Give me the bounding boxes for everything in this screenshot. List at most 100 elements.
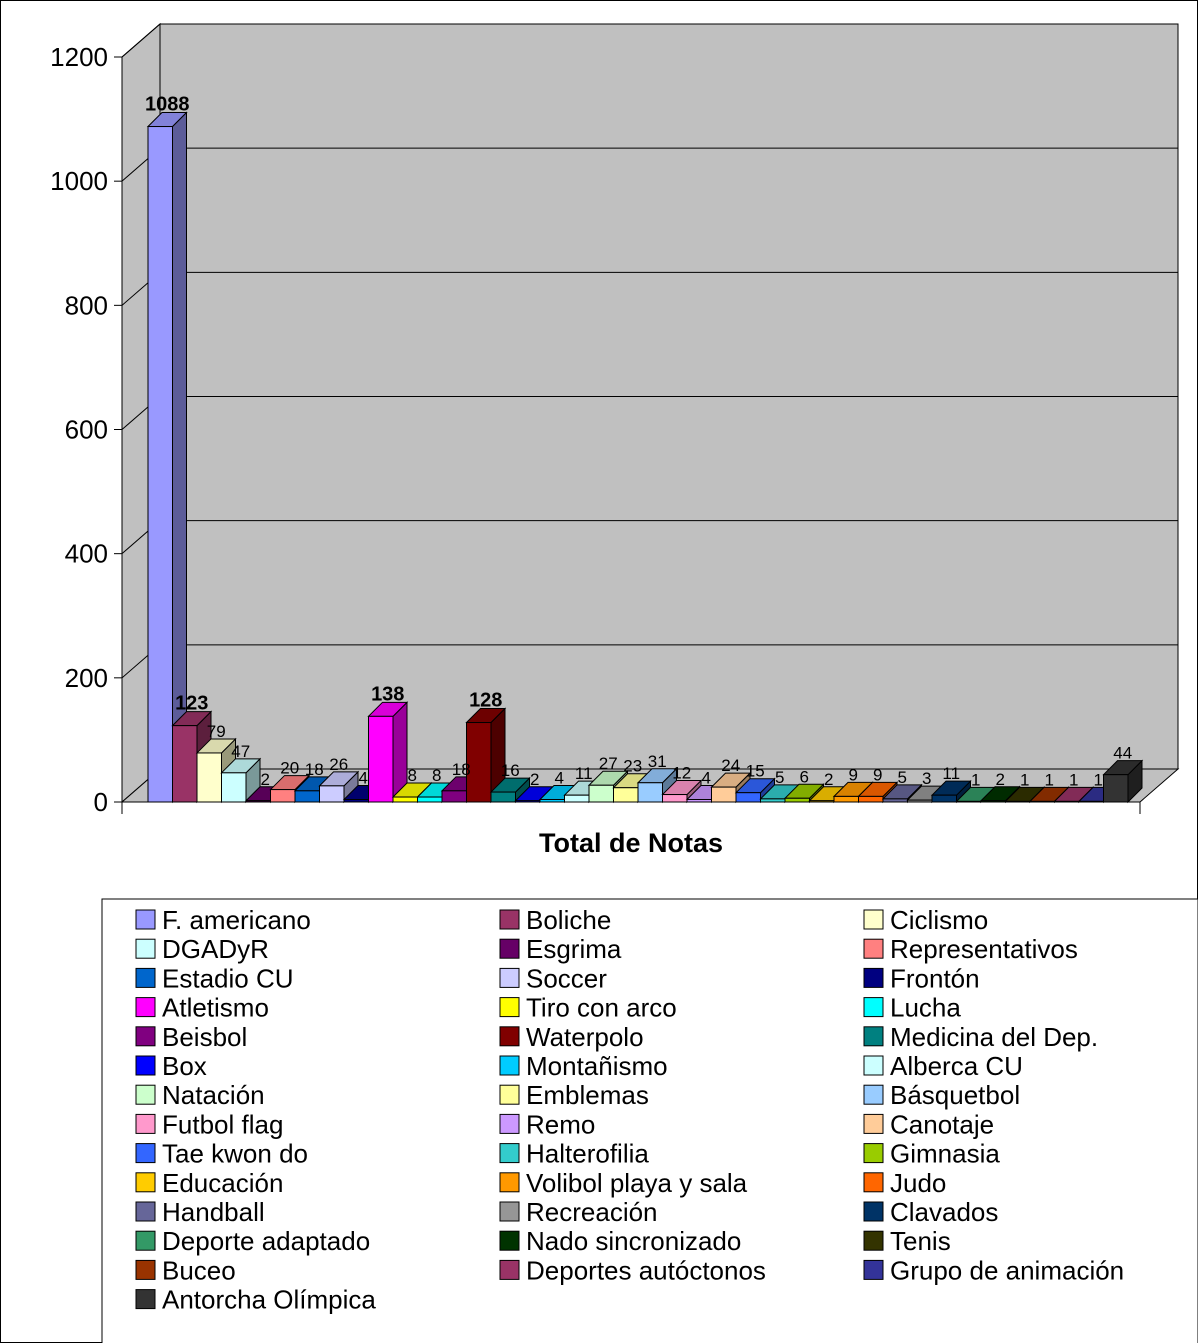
y-tick-label: 0	[94, 787, 108, 817]
legend-swatch	[135, 1113, 156, 1134]
legend-item: Frontón	[863, 963, 980, 993]
data-label: 128	[469, 690, 502, 712]
legend-item: Tenis	[863, 1226, 951, 1256]
data-label: 18	[452, 760, 471, 779]
legend-swatch	[863, 1259, 884, 1280]
y-tick-label: 400	[65, 539, 108, 569]
data-label: 47	[231, 742, 250, 761]
legend-item: Beisbol	[135, 1022, 247, 1052]
bar	[367, 701, 409, 804]
legend-label: Deporte adaptado	[162, 1226, 370, 1256]
legend-label: Waterpolo	[526, 1022, 644, 1052]
legend-swatch	[863, 1055, 884, 1076]
legend-box	[101, 898, 1198, 1343]
legend-item: Gimnasia	[863, 1139, 1000, 1169]
data-label: 5	[898, 768, 907, 787]
legend-item: Remo	[499, 1109, 595, 1139]
legend-label: Atletismo	[162, 993, 269, 1023]
bar	[146, 111, 188, 804]
data-label: 12	[672, 764, 691, 783]
legend-swatch	[135, 967, 156, 988]
y-tick-label: 800	[65, 290, 108, 320]
legend-item: Deporte adaptado	[135, 1226, 370, 1256]
legend-label: Grupo de animación	[890, 1255, 1124, 1285]
legend-swatch	[863, 967, 884, 988]
data-label: 18	[305, 760, 324, 779]
legend-swatch	[135, 1055, 156, 1076]
legend-item: Futbol flag	[135, 1109, 283, 1139]
legend-swatch	[863, 1143, 884, 1164]
legend-item: Básquetbol	[863, 1080, 1020, 1110]
legend-item: Medicina del Dep.	[863, 1022, 1098, 1052]
legend-label: Estadio CU	[162, 963, 294, 993]
data-label: 26	[329, 755, 348, 774]
legend-item: Judo	[863, 1168, 946, 1198]
legend-swatch	[135, 1084, 156, 1105]
bars	[146, 111, 1144, 804]
bar	[1102, 759, 1144, 804]
legend-label: Antorcha Olímpica	[162, 1285, 376, 1315]
data-label: 2	[530, 770, 539, 789]
data-label: 27	[599, 754, 618, 773]
data-label: 123	[175, 693, 208, 715]
legend-label: Soccer	[526, 963, 607, 993]
legend-item: Educación	[135, 1168, 283, 1198]
legend-swatch	[499, 967, 520, 988]
legend-label: Montañismo	[526, 1051, 668, 1081]
legend-swatch	[499, 1172, 520, 1193]
data-label: 79	[207, 722, 226, 741]
data-label: 2	[996, 770, 1005, 789]
legend-label: Educación	[162, 1168, 283, 1198]
legend-label: Box	[162, 1051, 207, 1081]
legend-swatch	[135, 1289, 156, 1310]
legend-item: Estadio CU	[135, 963, 294, 993]
legend-swatch	[499, 1201, 520, 1222]
legend-label: Ciclismo	[890, 905, 988, 935]
legend-swatch	[135, 1201, 156, 1222]
legend-label: Tiro con arco	[526, 993, 677, 1023]
legend-label: Tenis	[890, 1226, 951, 1256]
legend-label: Representativos	[890, 934, 1078, 964]
legend-item: Montañismo	[499, 1051, 668, 1081]
y-tick-label: 200	[65, 663, 108, 693]
legend-item: Natación	[135, 1080, 265, 1110]
legend-item: Halterofilia	[499, 1139, 649, 1169]
legend-item: Waterpolo	[499, 1022, 644, 1052]
y-tick-label: 1200	[50, 42, 108, 72]
legend-label: Recreación	[526, 1197, 658, 1227]
legend-item: Representativos	[863, 934, 1078, 964]
legend-label: Futbol flag	[162, 1109, 283, 1139]
legend-label: Volibol playa y sala	[526, 1168, 748, 1198]
legend-item: Recreación	[499, 1197, 658, 1227]
data-label: 20	[280, 759, 299, 778]
data-label: 15	[746, 762, 765, 781]
legend-label: Buceo	[162, 1255, 236, 1285]
legend-item: Tiro con arco	[499, 993, 677, 1023]
x-axis-title: Total de Notas	[539, 828, 723, 858]
legend-item: Soccer	[499, 963, 607, 993]
legend-label: Clavados	[890, 1197, 998, 1227]
legend-swatch	[135, 997, 156, 1018]
legend-item: Grupo de animación	[863, 1255, 1124, 1285]
legend-swatch	[499, 1143, 520, 1164]
data-label: 44	[1113, 744, 1132, 763]
data-label: 8	[408, 766, 417, 785]
legend-swatch	[863, 1172, 884, 1193]
data-label: 11	[942, 764, 960, 783]
legend-item: Alberca CU	[863, 1051, 1023, 1081]
legend-label: Halterofilia	[526, 1139, 649, 1169]
y-tick-label: 1000	[50, 166, 108, 196]
legend-swatch	[863, 1113, 884, 1134]
legend-label: Natación	[162, 1080, 265, 1110]
legend: F. americano Boliche Ciclismo DGADyR Esgrima…	[101, 898, 1198, 1343]
legend-item: DGADyR	[135, 934, 269, 964]
legend-swatch	[135, 1259, 156, 1280]
legend-item: Clavados	[863, 1197, 998, 1227]
legend-item: Atletismo	[135, 993, 269, 1023]
data-label: 6	[800, 767, 809, 786]
legend-swatch	[135, 1026, 156, 1047]
legend-swatch	[499, 938, 520, 959]
legend-label: Canotaje	[890, 1109, 994, 1139]
